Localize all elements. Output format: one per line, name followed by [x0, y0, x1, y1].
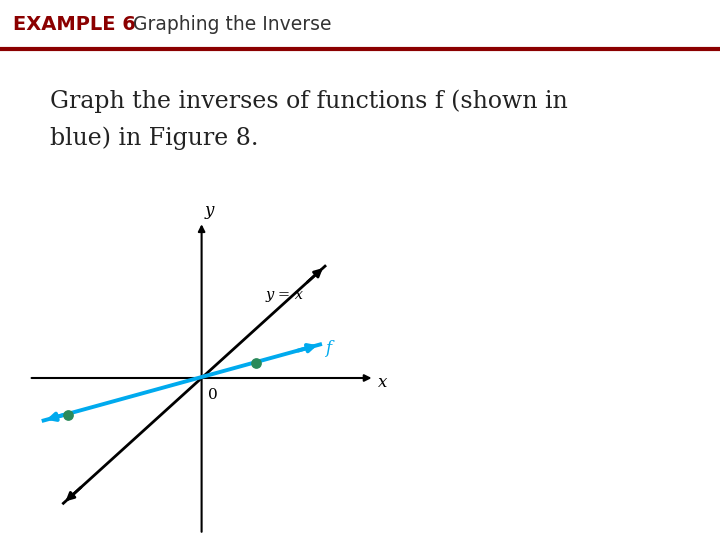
Text: x: x [378, 374, 388, 391]
Text: Graph the inverses of functions f (shown in: Graph the inverses of functions f (shown… [50, 89, 568, 113]
Text: y = x: y = x [266, 288, 304, 302]
Text: blue) in Figure 8.: blue) in Figure 8. [50, 127, 259, 151]
Text: Graphing the Inverse: Graphing the Inverse [133, 15, 332, 34]
Point [63, 410, 74, 419]
Text: EXAMPLE 6: EXAMPLE 6 [13, 15, 136, 34]
Point [250, 359, 261, 367]
Text: 0: 0 [208, 388, 217, 402]
Text: y: y [204, 202, 214, 219]
Text: f: f [325, 340, 331, 356]
